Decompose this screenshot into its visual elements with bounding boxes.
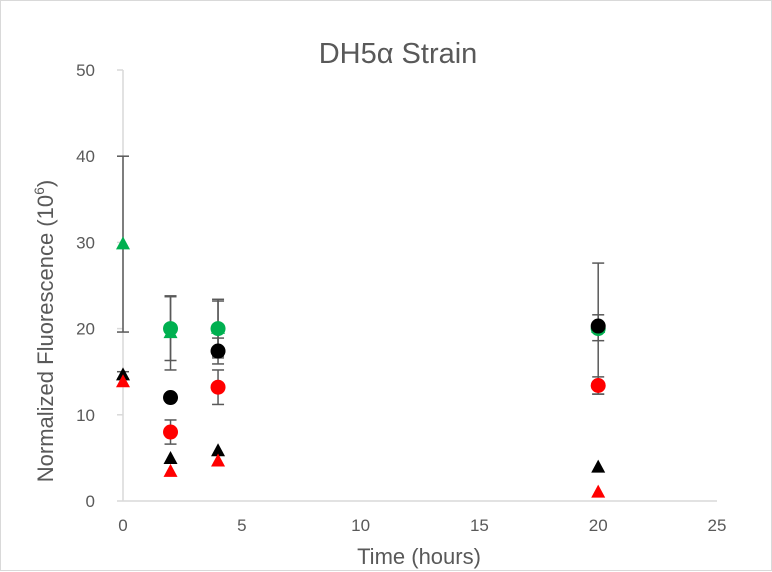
triangle-marker — [116, 374, 130, 388]
circle-marker — [210, 321, 226, 337]
data-markers — [116, 236, 606, 498]
y-tick-label: 40 — [76, 147, 95, 166]
y-axis-label-main: Normalized Fluorescence (10 — [33, 195, 58, 482]
triangle-marker — [116, 367, 130, 381]
x-tick-label: 10 — [351, 516, 370, 535]
triangle-marker — [163, 450, 178, 464]
y-tick-label: 0 — [86, 492, 95, 511]
triangle-marker — [163, 463, 178, 477]
x-tick-label: 15 — [470, 516, 489, 535]
axes — [122, 70, 717, 502]
circle-marker — [210, 343, 226, 359]
circle-marker — [163, 321, 179, 337]
circle-marker — [163, 390, 179, 406]
x-tick-label: 20 — [589, 516, 608, 535]
circle-marker — [590, 377, 606, 393]
triangle-marker — [591, 459, 606, 473]
y-axis-label-end: ) — [33, 180, 58, 187]
circle-marker — [590, 318, 606, 334]
y-axis-label-superscript: 6 — [31, 187, 47, 195]
chart-title: DH5α Strain — [319, 38, 478, 70]
triangle-marker — [591, 484, 606, 498]
y-tick-label: 30 — [76, 233, 95, 252]
triangle-marker — [211, 453, 226, 467]
circle-marker — [163, 424, 179, 440]
triangle-marker — [116, 236, 130, 250]
y-tick-label: 10 — [76, 406, 95, 425]
y-tick-labels: 0 10 20 30 40 50 — [76, 61, 123, 511]
y-axis-label: Normalized Fluorescence (106) — [31, 180, 58, 482]
x-tick-label: 25 — [708, 516, 727, 535]
y-tick-label: 50 — [76, 61, 95, 80]
x-tick-label: 5 — [237, 516, 246, 535]
triangle-marker — [211, 443, 226, 457]
x-axis-label: Time (hours) — [357, 544, 481, 569]
x-tick-label: 0 — [118, 516, 127, 535]
x-tick-labels: 0 5 10 15 20 25 — [118, 516, 726, 535]
error-bars — [117, 155, 605, 445]
circle-marker — [210, 379, 226, 395]
y-tick-label: 20 — [76, 320, 95, 339]
